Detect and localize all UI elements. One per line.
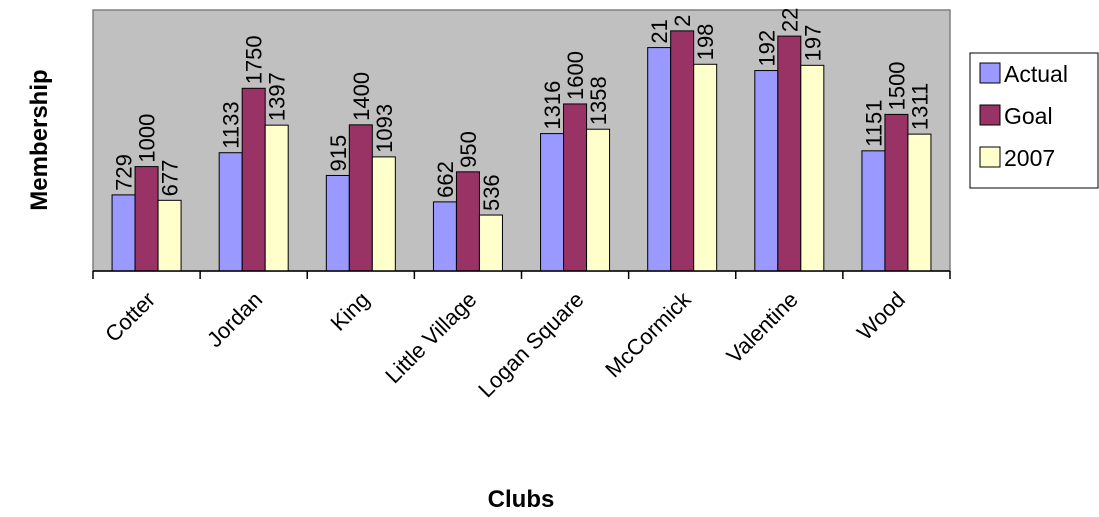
data-label: 1600	[563, 51, 588, 100]
data-label: 1400	[349, 72, 374, 121]
x-axis-ticks	[92, 271, 951, 279]
bar-goal-mccormick	[670, 30, 695, 272]
data-label: 1133	[219, 101, 244, 148]
data-label: 1093	[372, 104, 397, 153]
legend-swatch-2007	[979, 146, 1001, 168]
bar-actual-valentine	[754, 70, 779, 272]
bar-2007-logan-square	[586, 128, 611, 272]
data-label: 677	[158, 160, 183, 197]
data-label: 950	[456, 131, 481, 168]
category-label: Cotter	[100, 287, 160, 347]
legend-swatch-actual	[979, 62, 1001, 84]
data-label: 22	[777, 8, 802, 32]
data-label: 2	[670, 15, 695, 27]
bar-2007-valentine	[800, 64, 825, 272]
bar-2007-king	[371, 156, 396, 272]
data-label: 21	[647, 19, 672, 43]
bar-actual-little-village	[432, 201, 457, 272]
data-label: 192	[754, 30, 779, 67]
bar-2007-little-village	[478, 214, 503, 272]
x-axis-title: Clubs	[488, 486, 555, 513]
data-label: 198	[693, 24, 718, 61]
bar-actual-king	[325, 174, 350, 272]
category-label: Jordan	[202, 287, 267, 352]
data-label: 1750	[242, 35, 267, 84]
data-label: 1316	[540, 81, 565, 130]
bar-goal-logan-square	[563, 103, 588, 272]
category-label: King	[326, 287, 375, 336]
bar-goal-wood	[884, 113, 909, 272]
bar-actual-mccormick	[647, 47, 672, 272]
bar-2007-wood	[907, 133, 932, 272]
data-label: 729	[112, 154, 137, 191]
category-label: McCormick	[600, 286, 696, 382]
data-label: 915	[326, 135, 351, 172]
bar-2007-jordan	[264, 124, 289, 272]
category-label: Valentine	[721, 287, 802, 368]
bar-actual-cotter	[111, 194, 136, 272]
data-label: 1151	[861, 100, 886, 147]
category-label: Wood	[852, 287, 910, 345]
category-label: Logan Square	[473, 287, 588, 402]
bar-2007-cotter	[157, 199, 182, 272]
bar-goal-little-village	[455, 171, 480, 272]
bar-actual-logan-square	[540, 133, 565, 272]
bar-goal-king	[348, 124, 373, 272]
data-label: 1000	[135, 114, 160, 163]
bar-goal-jordan	[241, 87, 266, 272]
bar-goal-cotter	[134, 166, 159, 272]
bar-actual-jordan	[218, 152, 243, 272]
data-label: 1397	[265, 72, 290, 121]
data-label: 536	[479, 174, 504, 211]
category-label: Little Village	[380, 287, 481, 388]
bar-2007-mccormick	[693, 63, 718, 272]
data-label: 197	[800, 25, 825, 62]
data-label: 662	[433, 161, 458, 198]
bar-goal-valentine	[777, 35, 802, 272]
legend-label-goal: Goal	[1004, 103, 1053, 129]
legend-swatch-goal	[979, 104, 1001, 126]
y-axis-title: Membership	[26, 69, 53, 210]
data-label: 1500	[884, 61, 909, 110]
data-label: 1358	[586, 76, 611, 125]
legend-label-actual: Actual	[1004, 61, 1068, 87]
legend-label-2007: 2007	[1004, 145, 1055, 171]
bar-actual-wood	[861, 150, 886, 272]
legend: Actual Goal 2007	[969, 52, 1099, 189]
data-label: 1311	[907, 83, 932, 130]
